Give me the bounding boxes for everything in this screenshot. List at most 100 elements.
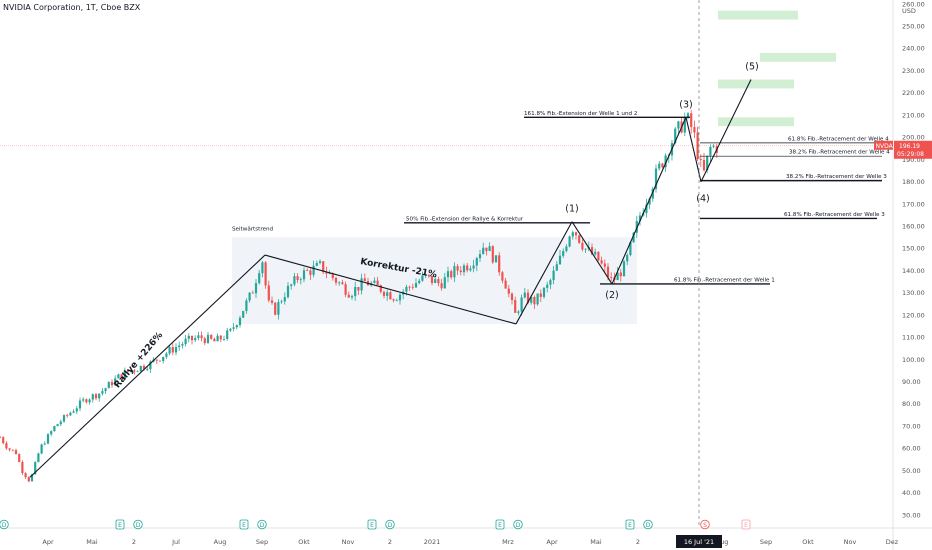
candle-body [430, 275, 434, 283]
event-marker-letter: E [242, 522, 246, 529]
price-tick-label: 180.00 [902, 178, 925, 186]
dividend-marker [385, 519, 395, 530]
price-tick-label: 100.00 [902, 356, 925, 364]
price-tick-label: 70.00 [902, 422, 921, 430]
price-tick-label: 260.00 [902, 0, 925, 8]
price-tick-label: 190.00 [902, 156, 925, 164]
candle-body [606, 266, 610, 278]
candle-body [146, 369, 149, 370]
crosshair-date-tag[interactable] [676, 535, 722, 548]
earnings-marker [239, 519, 249, 530]
candle-body [88, 399, 91, 403]
time-tick-label: Jul [171, 538, 180, 546]
candle-body [8, 448, 11, 450]
candle-body [302, 270, 306, 280]
candle-body [683, 117, 686, 133]
candle-body [696, 132, 699, 160]
candle-body [411, 286, 414, 288]
price-tick-label: 140.00 [902, 267, 925, 275]
candle-body [174, 347, 178, 353]
candle-body [258, 273, 261, 284]
time-tick-label: Mai [86, 538, 98, 546]
event-marker-letter: D [516, 522, 521, 529]
candle-body [312, 265, 315, 275]
candle-body [629, 242, 632, 255]
price-tick-label: 50.00 [902, 467, 921, 475]
candle-body [389, 292, 392, 300]
candle-body [14, 450, 18, 455]
candle-body [197, 335, 200, 339]
candle-body [626, 254, 629, 262]
candle-body [485, 247, 488, 252]
candle-body [379, 285, 382, 292]
candle-body [158, 360, 162, 362]
earnings-marker [367, 519, 377, 530]
chart-title: NVIDIA Corporation, 1T, Cboe BZX [3, 3, 141, 12]
candle-body [347, 294, 350, 298]
candle-body [270, 300, 274, 303]
earnings-marker [115, 519, 125, 530]
candle-body [162, 356, 165, 362]
candle-body [386, 292, 389, 296]
target-zone [760, 52, 836, 62]
candle-body [27, 477, 30, 482]
candle-body [245, 300, 248, 311]
candle-body [78, 400, 82, 409]
candle-body [686, 113, 690, 118]
candle-body [459, 270, 462, 273]
candle-body [619, 272, 622, 277]
candle-body [571, 232, 574, 237]
dividend-marker [0, 519, 9, 530]
candle-body [690, 113, 693, 128]
candle-body [382, 291, 386, 296]
target-zone [718, 10, 798, 20]
event-marker-letter: D [260, 522, 265, 529]
wave-4-line [685, 117, 702, 182]
candle-body [350, 296, 354, 298]
target-zone [718, 117, 794, 127]
candle-body [622, 261, 626, 277]
candle-body [242, 310, 245, 318]
candle-body [274, 302, 277, 315]
candle-body [21, 461, 24, 474]
time-tick-label: Aug [214, 538, 227, 546]
time-axis[interactable]: AprMai2JulAugSepOktNov22021MrzAprMai2JuA… [0, 527, 932, 548]
candle-body [261, 262, 264, 274]
candle-body [264, 262, 267, 286]
fib-level-label: 50% Fib.-Extension der Rallye & Korrektu… [406, 216, 524, 222]
price-tick-label: 200.00 [902, 134, 925, 142]
candle-body [126, 370, 130, 372]
wave-3-line [611, 117, 687, 285]
event-marker-letter: S [703, 522, 707, 529]
candle-body [53, 426, 56, 432]
candle-body [610, 277, 613, 278]
price-tick-label: 30.00 [902, 511, 921, 519]
price-axis[interactable]: 260.00 250.00 240.00 230.00 220.00 210.00 200.… [874, 0, 932, 550]
candle-body [72, 411, 75, 413]
candle-body [267, 285, 270, 301]
candle-body [206, 334, 210, 344]
event-marker-letter: D [136, 522, 141, 529]
candle-body [328, 273, 331, 275]
candle-body [216, 335, 219, 342]
candle-body [120, 374, 123, 379]
time-tick-label: Okt [802, 538, 814, 546]
candle-body [123, 370, 126, 379]
candle-body [219, 335, 222, 340]
price-tick-label: 90.00 [902, 378, 921, 386]
candle-body [555, 264, 558, 271]
candle-body [546, 284, 549, 288]
candle-body [699, 159, 702, 160]
candle-body [462, 265, 466, 273]
candle-body [104, 388, 107, 392]
candle-body [661, 163, 664, 168]
time-tick-label: 2 [388, 538, 392, 546]
time-tick-label: Apr [42, 538, 54, 546]
candle-body [11, 449, 14, 451]
candle-body [597, 251, 600, 261]
candle-body [520, 297, 523, 312]
current-price-tag[interactable] [894, 140, 932, 159]
wave-5-line [700, 79, 752, 182]
candle-body [344, 284, 347, 295]
